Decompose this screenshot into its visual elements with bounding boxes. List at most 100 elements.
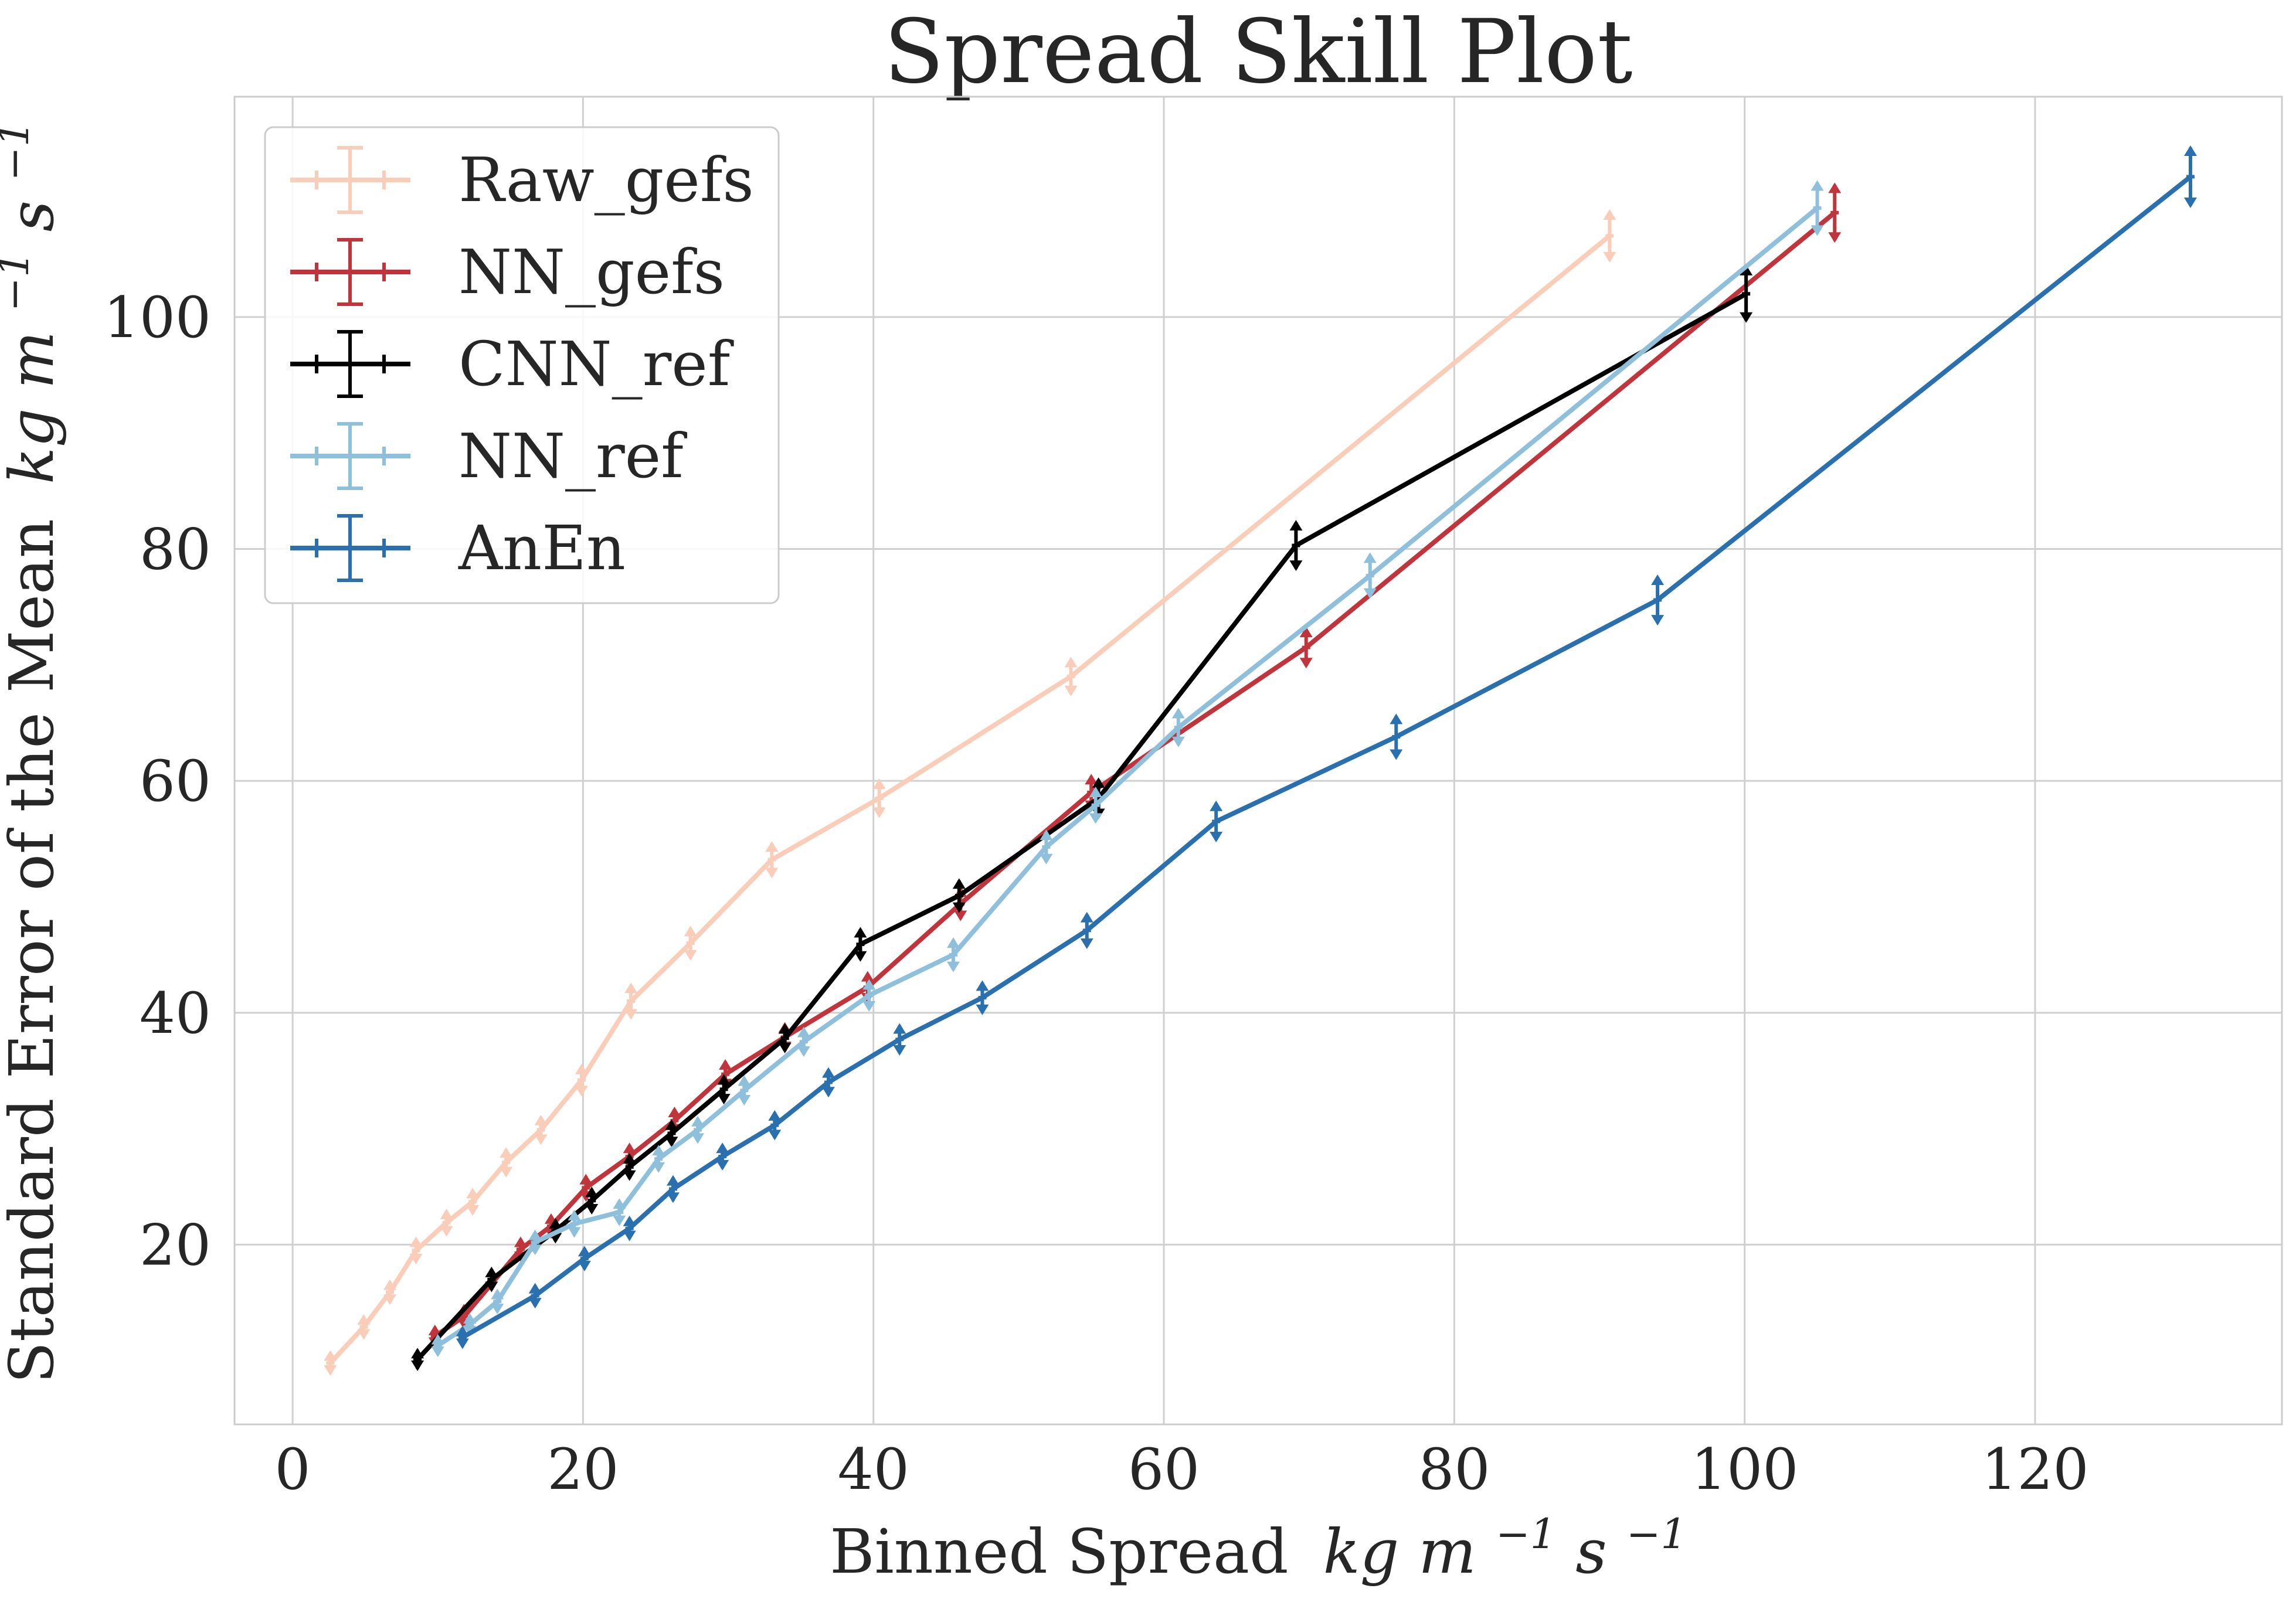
anen-errorbar bbox=[1210, 800, 1223, 843]
y-axis-unit-s: s bbox=[0, 200, 67, 232]
series-anen bbox=[456, 145, 2197, 1349]
cnn-ref-errorbar bbox=[717, 1074, 731, 1105]
y-tick-label: 20 bbox=[140, 1212, 211, 1278]
legend-swatch-raw-gefs bbox=[290, 146, 410, 214]
legend-label-anen: AnEn bbox=[458, 512, 626, 584]
anen-errorbar bbox=[821, 1067, 835, 1098]
anen-errorbar bbox=[528, 1283, 542, 1309]
nn-ref-errorbar bbox=[1363, 552, 1377, 599]
nn-ref-errorbar bbox=[528, 1229, 542, 1256]
x-axis-unit-exp2: −1 bbox=[1626, 1510, 1687, 1558]
nn-ref-errorbar bbox=[1089, 786, 1102, 824]
y-axis-unit: kg m bbox=[0, 331, 67, 484]
y-axis-label: Standard Error of the Mean kg m −1 s −1 bbox=[0, 121, 67, 1384]
anen-errorbar bbox=[623, 1215, 636, 1242]
nn-ref-errorbar bbox=[1811, 180, 1824, 236]
x-axis-label: Binned Spread kg m −1 s −1 bbox=[830, 1491, 1687, 1587]
anen-errorbar bbox=[1080, 911, 1093, 949]
nn-ref-errorbar bbox=[568, 1209, 581, 1238]
grid-lines bbox=[235, 97, 2282, 1424]
nn-ref-errorbar bbox=[431, 1334, 444, 1358]
cnn-ref-errorbar bbox=[623, 1153, 636, 1181]
anen-errorbar bbox=[768, 1110, 782, 1141]
x-axis-unit-exp1: −1 bbox=[1496, 1510, 1556, 1558]
legend-item-raw-gefs: Raw_gefs bbox=[290, 144, 754, 216]
legend-item-cnn-ref: CNN_ref bbox=[290, 328, 734, 400]
raw-gefs-errorbar bbox=[383, 1279, 396, 1305]
nn-ref-errorbar bbox=[738, 1075, 751, 1106]
x-tick-label: 100 bbox=[1691, 1437, 1798, 1502]
y-tick-label: 40 bbox=[140, 981, 211, 1046]
legend-swatch-cnn-ref bbox=[290, 330, 410, 398]
anen-errorbar bbox=[2183, 145, 2197, 208]
x-axis-unit: kg m bbox=[1323, 1516, 1476, 1587]
raw-gefs-errorbar bbox=[1064, 657, 1078, 696]
legend-label-nn-gefs: NN_gefs bbox=[458, 236, 725, 308]
x-tick-label: 20 bbox=[547, 1437, 619, 1502]
series-nn-ref bbox=[431, 180, 1824, 1358]
y-axis-unit-exp1: −1 bbox=[0, 251, 38, 311]
x-tick-label: 60 bbox=[1128, 1437, 1200, 1502]
anen-errorbar bbox=[716, 1142, 729, 1171]
raw-gefs-errorbar bbox=[872, 778, 886, 818]
y-tick-label: 100 bbox=[104, 285, 211, 351]
cnn-ref-errorbar bbox=[485, 1266, 498, 1293]
legend-label-nn-ref: NN_ref bbox=[458, 420, 687, 492]
cnn-ref-errorbar bbox=[1740, 264, 1753, 323]
raw-gefs-errorbar bbox=[440, 1209, 453, 1237]
y-tick-label: 60 bbox=[140, 749, 211, 814]
x-tick-label: 120 bbox=[1981, 1437, 2088, 1502]
nn-ref-errorbar bbox=[652, 1145, 665, 1173]
legend-box bbox=[264, 126, 780, 604]
x-tick-label: 80 bbox=[1418, 1437, 1490, 1502]
raw-gefs-errorbar bbox=[624, 982, 638, 1020]
raw-gefs-errorbar bbox=[575, 1063, 588, 1097]
nn-gefs-errorbar bbox=[1828, 182, 1842, 243]
legend-swatch-nn-gefs bbox=[290, 238, 410, 306]
raw-gefs-errorbar bbox=[534, 1114, 548, 1145]
raw-gefs-errorbar bbox=[684, 926, 697, 961]
nn-ref-errorbar bbox=[862, 979, 876, 1012]
cnn-ref-errorbar bbox=[854, 927, 867, 962]
raw-gefs-errorbar bbox=[1603, 209, 1616, 263]
nn-ref-errorbar bbox=[797, 1026, 810, 1057]
x-tick-labels: 0 20 40 60 80 100 120 bbox=[275, 1437, 2089, 1502]
legend-item-anen: AnEn bbox=[290, 512, 626, 584]
x-tick-label: 0 bbox=[275, 1437, 311, 1502]
nn-gefs-errorbar bbox=[1299, 626, 1313, 669]
nn-ref-errorbar bbox=[491, 1288, 504, 1315]
anen-errorbar bbox=[666, 1175, 680, 1203]
legend-item-nn-ref: NN_ref bbox=[290, 420, 687, 492]
legend-swatch-anen bbox=[290, 514, 410, 582]
raw-gefs-errorbar bbox=[466, 1188, 480, 1216]
nn-ref-errorbar bbox=[1040, 829, 1053, 865]
y-tick-labels: 20 40 60 80 100 bbox=[104, 285, 211, 1278]
anen-errorbar bbox=[1390, 713, 1403, 760]
series-layer bbox=[324, 145, 2197, 1376]
nn-ref-errorbar bbox=[946, 937, 960, 972]
cnn-ref-errorbar bbox=[1289, 519, 1303, 572]
y-axis-unit-exp2: −1 bbox=[0, 121, 38, 181]
anen-errorbar bbox=[456, 1325, 469, 1349]
anen-errorbar bbox=[1651, 574, 1665, 626]
nn-ref-errorbar bbox=[613, 1198, 626, 1226]
raw-gefs-errorbar bbox=[324, 1350, 337, 1376]
cnn-ref-errorbar bbox=[585, 1186, 599, 1215]
cnn-ref-errorbar bbox=[665, 1119, 678, 1148]
x-tick-label: 40 bbox=[838, 1437, 909, 1502]
nn-ref-errorbar bbox=[1171, 708, 1185, 747]
legend-swatch-nn-ref bbox=[290, 422, 410, 490]
x-axis-label-text: Binned Spread bbox=[830, 1516, 1289, 1587]
anen-errorbar bbox=[976, 980, 989, 1015]
cnn-ref-errorbar bbox=[778, 1023, 792, 1054]
nn-gefs-errorbar bbox=[579, 1174, 593, 1202]
raw-gefs-errorbar bbox=[765, 841, 779, 879]
anen-errorbar bbox=[578, 1246, 591, 1271]
cnn-ref-errorbar bbox=[411, 1348, 424, 1372]
raw-gefs-errorbar bbox=[409, 1236, 423, 1265]
x-axis-unit-s: s bbox=[1575, 1516, 1606, 1587]
raw-gefs-errorbar bbox=[357, 1314, 371, 1340]
y-tick-label: 80 bbox=[140, 516, 211, 582]
raw-gefs-errorbar bbox=[500, 1147, 513, 1178]
